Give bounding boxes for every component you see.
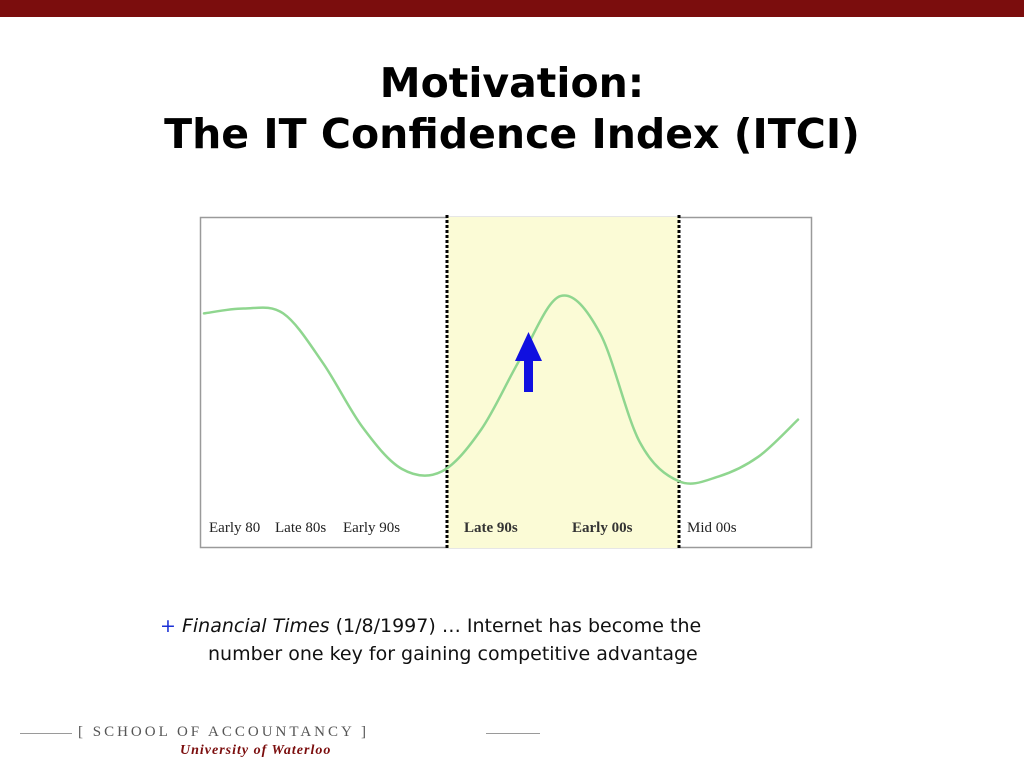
caption: + Financial Times (1/8/1997) … Internet … — [160, 612, 880, 668]
period-label: Early 90s — [343, 520, 400, 536]
school-logo: [ SCHOOL OF ACCOUNTANCY ] University of … — [20, 718, 540, 762]
itci-chart-svg: Early 80 Late 80s Early 90s Late 90s Early 0… — [199, 215, 813, 549]
logo-university-name: University of Waterloo — [180, 743, 332, 758]
caption-line-2: number one key for gaining competitive a… — [208, 643, 698, 665]
period-label: Early 00s — [572, 520, 633, 536]
logo-school-name: [ SCHOOL OF ACCOUNTANCY ] — [78, 724, 370, 740]
slide-title-line-1: Motivation: — [379, 59, 645, 107]
bullet-plus: + — [160, 615, 176, 637]
logo-rule-left — [20, 733, 72, 734]
logo-rule-right — [486, 733, 540, 734]
top-accent-bar — [0, 0, 1024, 17]
up-arrow-head — [515, 332, 542, 361]
slide-title: Motivation: The IT Confidence Index (ITC… — [0, 58, 1024, 160]
highlight-band — [447, 217, 679, 548]
slide-title-line-2: The IT Confidence Index (ITCI) — [164, 110, 860, 158]
itci-chart: Early 80 Late 80s Early 90s Late 90s Early 0… — [199, 215, 813, 549]
caption-source: Financial Times — [181, 615, 330, 637]
period-label: Mid 00s — [687, 520, 737, 536]
period-label: Late 90s — [464, 520, 518, 536]
itci-series-line — [202, 294, 800, 485]
caption-line-1-text: (1/8/1997) … Internet has become the — [329, 615, 702, 637]
up-arrow-shaft — [524, 357, 533, 392]
period-label: Early 80 — [209, 520, 260, 536]
period-label: Late 80s — [275, 520, 326, 536]
caption-line-1: + Financial Times (1/8/1997) … Internet … — [160, 612, 880, 640]
